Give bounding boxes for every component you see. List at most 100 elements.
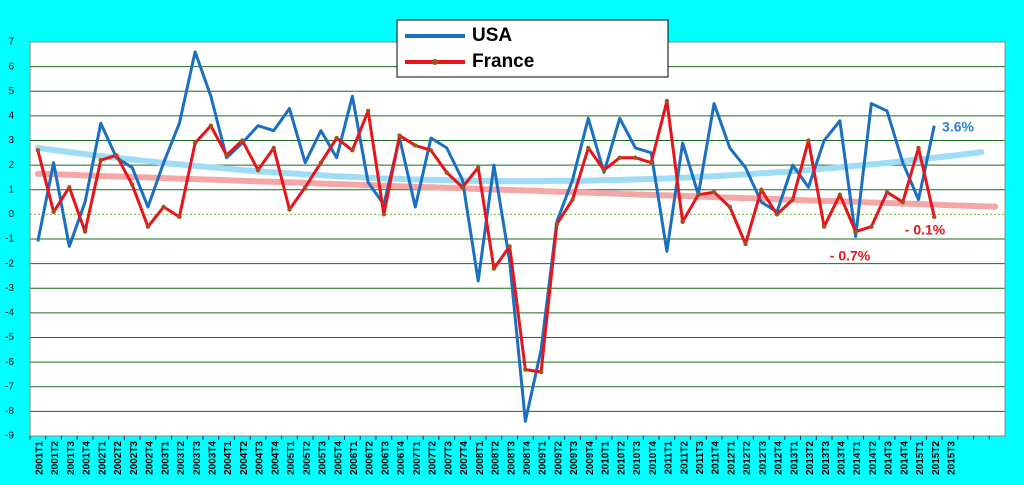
x-tick-label: 2012T4 [774,441,785,475]
marker [806,138,811,143]
marker [491,266,497,271]
x-tick-label: 2003T4 [207,441,218,475]
x-tick-label: 2001T3 [66,441,77,475]
x-tick-label: 2014T2 [868,441,879,475]
data-line [36,99,936,374]
y-tick-label: -1 [5,234,14,245]
x-tick-label: 2004T1 [223,441,234,475]
marker [255,167,261,173]
marker [853,229,858,234]
y-tick-label: 1 [8,184,14,195]
y-tick-label: 2 [8,160,14,171]
x-tick-label: 2012T1 [726,441,737,475]
x-tick-label: 2009T3 [569,441,580,475]
x-tick-label: 2010T1 [601,441,612,475]
x-tick-label: 2006T1 [349,441,360,475]
y-tick-label: 5 [8,86,14,97]
marker [869,224,874,229]
marker [759,187,764,192]
marker [381,212,387,217]
annotation: - 0.1% [905,222,946,238]
marker [130,182,135,188]
marker [884,190,890,195]
trend-line [34,144,985,185]
x-tick-label: 2008T1 [475,441,486,475]
marker [664,98,670,104]
x-tick-label: 2005T2 [302,441,313,475]
x-tick-label: 2010T4 [648,441,659,475]
legend-marker [432,59,438,65]
x-tick-label: 2004T2 [239,441,250,475]
x-tick-label: 2009T2 [553,441,564,475]
x-tick-label: 2004T3 [255,441,266,475]
x-tick-label: 2013T1 [789,441,800,475]
marker [82,229,88,234]
marker [271,145,276,151]
y-tick-label: -5 [5,332,14,343]
marker [318,160,324,165]
x-tick-label: 2008T2 [491,441,502,475]
marker [287,207,292,212]
x-tick-label: 2009T1 [538,441,549,475]
marker [774,212,780,217]
y-tick-label: -6 [5,357,14,368]
legend: USA France [396,19,669,78]
x-tick-label: 2010T2 [616,441,627,475]
marker [538,369,544,375]
legend-label: USA [472,25,512,46]
x-tick-label: 2006T4 [396,441,407,475]
x-tick-label: 2010T3 [632,441,643,475]
x-tick-label: 2003T1 [160,441,171,475]
legend-box [396,19,669,78]
marker [711,190,717,195]
x-tick-label: 2011T1 [664,441,675,475]
marker [633,155,638,160]
x-tick-label: 2009T4 [585,441,596,475]
marker [932,214,937,220]
legend-label: France [472,51,534,72]
x-tick-label: 2003T3 [192,441,203,475]
marker [475,165,481,170]
marker [648,160,654,165]
marker [696,192,701,197]
x-tick-label: 2008T4 [522,441,533,475]
marker [224,153,229,158]
marker [67,185,72,190]
marker [601,167,607,173]
marker [727,204,732,210]
x-tick-label: 2005T3 [318,441,329,475]
marker [900,199,905,205]
marker [303,185,308,190]
marker [51,209,56,215]
marker [916,145,921,151]
marker [570,197,575,202]
y-tick-label: 0 [8,209,14,220]
marker [460,185,465,190]
annotation: 3.6% [942,119,974,135]
marker [397,133,402,138]
x-tick-label: 2015T1 [915,441,926,475]
marker [145,224,151,229]
marker [365,108,371,114]
x-tick-label: 2012T2 [742,441,753,475]
marker [98,158,103,163]
marker [350,148,355,153]
x-tick-label: 2002T4 [145,441,156,475]
marker [837,192,843,197]
marker [680,219,685,224]
x-tick-label: 2006T2 [365,441,376,475]
marker [554,222,560,227]
x-tick-label: 2001T2 [50,441,61,475]
marker [240,138,245,143]
x-tick-label: 2003T2 [176,441,187,475]
marker [177,214,182,220]
marker [586,145,591,151]
marker [428,148,434,153]
x-tick-label: 2007T2 [428,441,439,475]
x-tick-label: 2007T4 [459,441,470,475]
y-tick-label: -9 [5,431,14,442]
marker [444,170,449,175]
y-tick-label: -7 [5,381,14,392]
x-tick-label: 2012T3 [758,441,769,475]
